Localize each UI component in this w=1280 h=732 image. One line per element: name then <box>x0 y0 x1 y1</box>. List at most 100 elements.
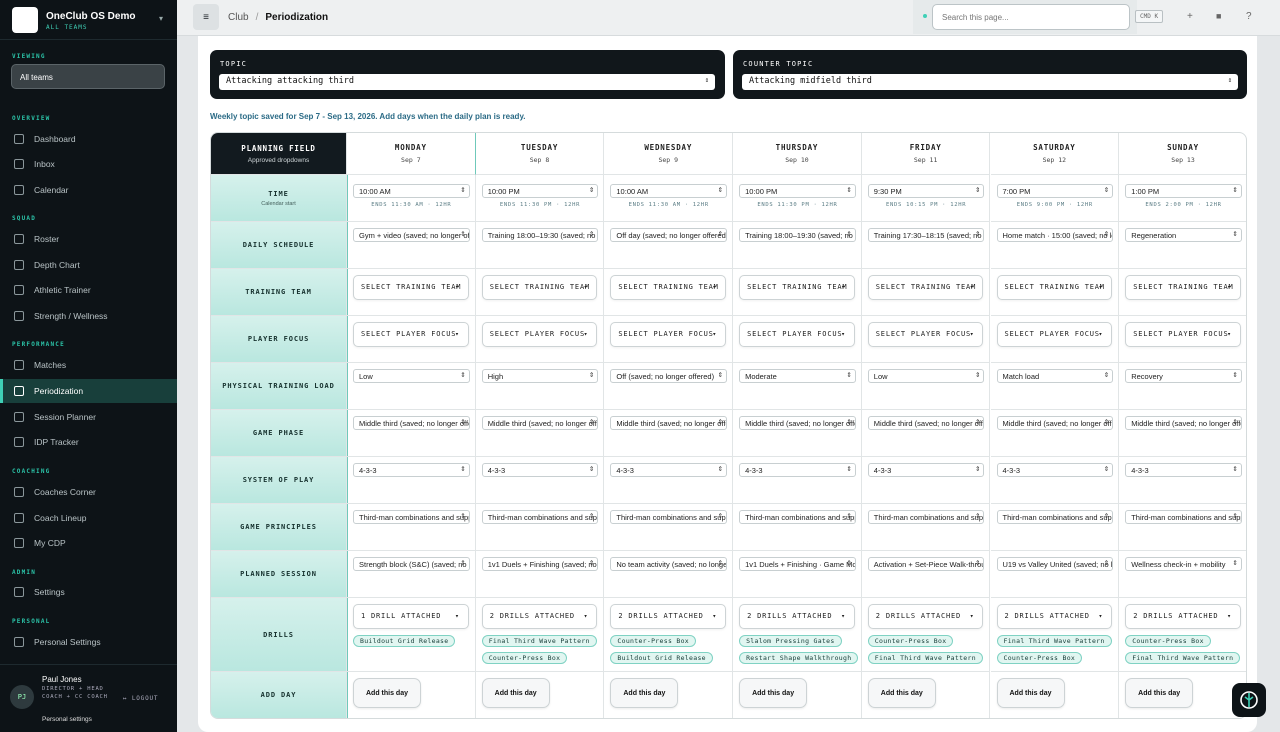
training-load-select[interactable]: Off (saved; no longer offered) ⇕ <box>610 369 728 383</box>
drill-tag[interactable]: Slalom Pressing Gates <box>739 635 842 647</box>
planned-session-select[interactable]: No team activity (saved; no longer offer… <box>610 557 728 571</box>
system-of-play-select[interactable]: 4-3-3 ⇕ <box>1125 463 1242 477</box>
drills-select[interactable]: 2 DRILLS ATTACHED ▾ <box>867 604 984 629</box>
topic-select[interactable]: Attacking attacking third ⇕ <box>219 74 715 90</box>
daily-schedule-select[interactable]: Training 17:30–18:15 (saved; no longer o… <box>867 228 985 242</box>
time-select[interactable]: 10:00 AM ⇕ <box>353 184 470 198</box>
drill-tag[interactable]: Final Third Wave Pattern <box>1125 652 1241 664</box>
breadcrumb-club[interactable]: Club <box>228 12 249 23</box>
daily-schedule-select[interactable]: Training 18:00–19:30 (saved; no longer o… <box>481 228 599 242</box>
help-icon[interactable]: ? <box>1246 11 1252 22</box>
game-principles-select[interactable]: Third-man combinations and support ⇕ <box>996 510 1114 524</box>
daily-schedule-select[interactable]: Regeneration ⇕ <box>1125 228 1242 242</box>
training-team-select[interactable]: SELECT TRAINING TEAM ▾ <box>610 275 727 300</box>
daily-schedule-select[interactable]: Gym + video (saved; no longer offered)⇕ <box>353 228 470 242</box>
drill-tag[interactable]: Restart Shape Walkthrough <box>739 652 859 664</box>
sidebar-item-settings[interactable]: Settings <box>0 580 177 604</box>
game-phase-select[interactable]: Middle third (saved; no longer offered)⇕ <box>1125 416 1242 430</box>
game-principles-select[interactable]: Third-man combinations and support ⇕ <box>610 510 728 524</box>
time-select[interactable]: 10:00 PM ⇕ <box>739 184 856 198</box>
planned-session-select[interactable]: 1v1 Duels + Finishing · Game Model ⇕ <box>739 557 856 571</box>
search-input[interactable] <box>932 4 1130 30</box>
time-select[interactable]: 9:30 PM ⇕ <box>867 184 985 198</box>
add-day-button[interactable]: Add this day <box>353 678 421 708</box>
game-phase-select[interactable]: Middle third (saved; no longer offered)⇕ <box>353 416 470 430</box>
sidebar-item-calendar[interactable]: Calendar <box>0 178 177 202</box>
system-of-play-select[interactable]: 4-3-3 ⇕ <box>610 463 728 477</box>
drill-tag[interactable]: Counter-Press Box <box>867 635 954 647</box>
team-selector[interactable]: All teams <box>11 64 165 89</box>
system-of-play-select[interactable]: 4-3-3 ⇕ <box>481 463 599 477</box>
sidebar-item-session-planner[interactable]: Session Planner <box>0 405 177 429</box>
training-team-select[interactable]: SELECT TRAINING TEAM ▾ <box>739 275 855 300</box>
game-principles-select[interactable]: Third-man combinations and support ⇕ <box>1125 510 1242 524</box>
player-focus-select[interactable]: SELECT PLAYER FOCUS ▾ <box>739 322 855 347</box>
game-principles-select[interactable]: Third-man combinations and support ⇕ <box>739 510 856 524</box>
drills-select[interactable]: 2 DRILLS ATTACHED ▾ <box>996 604 1113 629</box>
daily-schedule-select[interactable]: Training 18:00–19:30 (saved; no longer o… <box>739 228 856 242</box>
sidebar-item-coaches-corner[interactable]: Coaches Corner <box>0 480 177 504</box>
game-phase-select[interactable]: Middle third (saved; no longer offered)⇕ <box>996 416 1114 430</box>
training-team-select[interactable]: SELECT TRAINING TEAM ▾ <box>353 275 469 300</box>
planned-session-select[interactable]: U19 vs Valley United (saved; no longer o… <box>996 557 1114 571</box>
game-phase-select[interactable]: Middle third (saved; no longer offered)⇕ <box>867 416 985 430</box>
training-load-select[interactable]: Recovery ⇕ <box>1125 369 1242 383</box>
drills-select[interactable]: 2 DRILLS ATTACHED ▾ <box>481 604 598 629</box>
time-select[interactable]: 10:00 AM ⇕ <box>610 184 728 198</box>
drill-tag[interactable]: Final Third Wave Pattern <box>481 635 597 647</box>
drill-tag[interactable]: Counter-Press Box <box>610 635 697 647</box>
add-day-button[interactable]: Add this day <box>610 678 679 708</box>
drill-tag[interactable]: Final Third Wave Pattern <box>867 652 983 664</box>
assistant-button[interactable] <box>1232 683 1266 717</box>
sidebar-item-matches[interactable]: Matches <box>0 353 177 377</box>
sidebar-item-depth-chart[interactable]: Depth Chart <box>0 253 177 277</box>
planned-session-select[interactable]: Activation + Set-Piece Walk-through ⇕ <box>867 557 985 571</box>
sidebar-item-personal-settings[interactable]: Personal Settings <box>0 630 177 654</box>
game-phase-select[interactable]: Middle third (saved; no longer offered)⇕ <box>610 416 728 430</box>
player-focus-select[interactable]: SELECT PLAYER FOCUS ▾ <box>610 322 727 347</box>
sidebar-item-athletic-trainer[interactable]: Athletic Trainer <box>0 278 177 302</box>
training-team-select[interactable]: SELECT TRAINING TEAM ▾ <box>867 275 984 300</box>
plus-icon[interactable]: + <box>1187 11 1193 22</box>
training-team-select[interactable]: SELECT TRAINING TEAM ▾ <box>1125 275 1241 300</box>
drill-tag[interactable]: Buildout Grid Release <box>353 635 456 647</box>
logout-button[interactable]: ↦ LOGOUT <box>123 695 159 702</box>
game-phase-select[interactable]: Middle third (saved; no longer offered)⇕ <box>481 416 599 430</box>
system-of-play-select[interactable]: 4-3-3 ⇕ <box>353 463 470 477</box>
drill-tag[interactable]: Buildout Grid Release <box>610 652 713 664</box>
sidebar-item-my-cdp[interactable]: My CDP <box>0 531 177 555</box>
drills-select[interactable]: 2 DRILLS ATTACHED ▾ <box>610 604 727 629</box>
drills-select[interactable]: 2 DRILLS ATTACHED ▾ <box>739 604 855 629</box>
daily-schedule-select[interactable]: Off day (saved; no longer offered) ⇕ <box>610 228 728 242</box>
sidebar-item-inbox[interactable]: Inbox <box>0 152 177 176</box>
sidebar-item-strength-wellness[interactable]: Strength / Wellness <box>0 304 177 328</box>
time-select[interactable]: 7:00 PM ⇕ <box>996 184 1114 198</box>
system-of-play-select[interactable]: 4-3-3 ⇕ <box>739 463 856 477</box>
add-day-button[interactable]: Add this day <box>996 678 1065 708</box>
player-focus-select[interactable]: SELECT PLAYER FOCUS ▾ <box>996 322 1113 347</box>
counter-topic-select[interactable]: Attacking midfield third ⇕ <box>742 74 1238 90</box>
drills-select[interactable]: 2 DRILLS ATTACHED ▾ <box>1125 604 1241 629</box>
brand-switcher[interactable]: OneClub OS Demo ALL TEAMS ▾ <box>0 0 177 40</box>
planned-session-select[interactable]: Strength block (S&C) (saved; no longer o… <box>353 557 470 571</box>
player-focus-select[interactable]: SELECT PLAYER FOCUS ▾ <box>867 322 984 347</box>
system-of-play-select[interactable]: 4-3-3 ⇕ <box>867 463 985 477</box>
drill-tag[interactable]: Final Third Wave Pattern <box>996 635 1112 647</box>
sidebar-item-idp-tracker[interactable]: IDP Tracker <box>0 430 177 454</box>
drills-select[interactable]: 1 DRILL ATTACHED ▾ <box>353 604 469 629</box>
planned-session-select[interactable]: Wellness check-in + mobility ⇕ <box>1125 557 1242 571</box>
player-focus-select[interactable]: SELECT PLAYER FOCUS ▾ <box>481 322 598 347</box>
add-day-button[interactable]: Add this day <box>481 678 550 708</box>
system-of-play-select[interactable]: 4-3-3 ⇕ <box>996 463 1114 477</box>
training-load-select[interactable]: Match load ⇕ <box>996 369 1114 383</box>
planned-session-select[interactable]: 1v1 Duels + Finishing (saved; no longer … <box>481 557 599 571</box>
sidebar-item-coach-lineup[interactable]: Coach Lineup <box>0 506 177 530</box>
sidebar-item-roster[interactable]: Roster <box>0 227 177 251</box>
game-phase-select[interactable]: Middle third (saved; no longer offered)⇕ <box>739 416 856 430</box>
square-icon[interactable]: ■ <box>1216 11 1222 21</box>
game-principles-select[interactable]: Third-man combinations and support ⇕ <box>867 510 985 524</box>
time-select[interactable]: 1:00 PM ⇕ <box>1125 184 1242 198</box>
player-focus-select[interactable]: SELECT PLAYER FOCUS ▾ <box>1125 322 1241 347</box>
add-day-button[interactable]: Add this day <box>739 678 808 708</box>
training-team-select[interactable]: SELECT TRAINING TEAM ▾ <box>481 275 598 300</box>
